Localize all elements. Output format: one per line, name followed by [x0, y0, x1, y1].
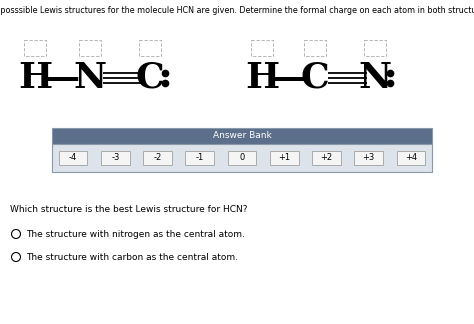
FancyBboxPatch shape [52, 144, 432, 172]
Text: —: — [45, 61, 81, 95]
FancyBboxPatch shape [59, 151, 88, 165]
FancyBboxPatch shape [354, 151, 383, 165]
FancyBboxPatch shape [101, 151, 130, 165]
FancyBboxPatch shape [228, 151, 256, 165]
FancyBboxPatch shape [52, 128, 432, 144]
FancyBboxPatch shape [143, 151, 172, 165]
Text: -4: -4 [69, 154, 77, 163]
FancyBboxPatch shape [270, 151, 299, 165]
FancyBboxPatch shape [251, 40, 273, 56]
Text: -2: -2 [154, 154, 162, 163]
Text: +4: +4 [405, 154, 417, 163]
Text: C: C [301, 61, 329, 95]
FancyBboxPatch shape [304, 40, 326, 56]
FancyBboxPatch shape [185, 151, 214, 165]
Text: H: H [18, 61, 52, 95]
FancyBboxPatch shape [397, 151, 425, 165]
Text: Two posssible Lewis structures for the molecule HCN are given. Determine the for: Two posssible Lewis structures for the m… [0, 6, 474, 15]
FancyBboxPatch shape [312, 151, 341, 165]
FancyBboxPatch shape [364, 40, 386, 56]
Text: The structure with carbon as the central atom.: The structure with carbon as the central… [26, 253, 238, 262]
Text: —: — [270, 61, 307, 95]
Text: -1: -1 [196, 154, 204, 163]
FancyBboxPatch shape [79, 40, 101, 56]
Text: 0: 0 [239, 154, 245, 163]
Text: N: N [358, 61, 392, 95]
Text: C: C [136, 61, 164, 95]
Text: Answer Bank: Answer Bank [213, 132, 272, 141]
FancyBboxPatch shape [24, 40, 46, 56]
FancyBboxPatch shape [139, 40, 161, 56]
Text: N: N [73, 61, 107, 95]
Text: +2: +2 [320, 154, 332, 163]
Text: -3: -3 [111, 154, 119, 163]
Text: The structure with nitrogen as the central atom.: The structure with nitrogen as the centr… [26, 230, 245, 239]
Text: +3: +3 [363, 154, 375, 163]
Text: +1: +1 [278, 154, 290, 163]
Text: H: H [245, 61, 279, 95]
Text: Which structure is the best Lewis structure for HCN?: Which structure is the best Lewis struct… [10, 205, 247, 214]
